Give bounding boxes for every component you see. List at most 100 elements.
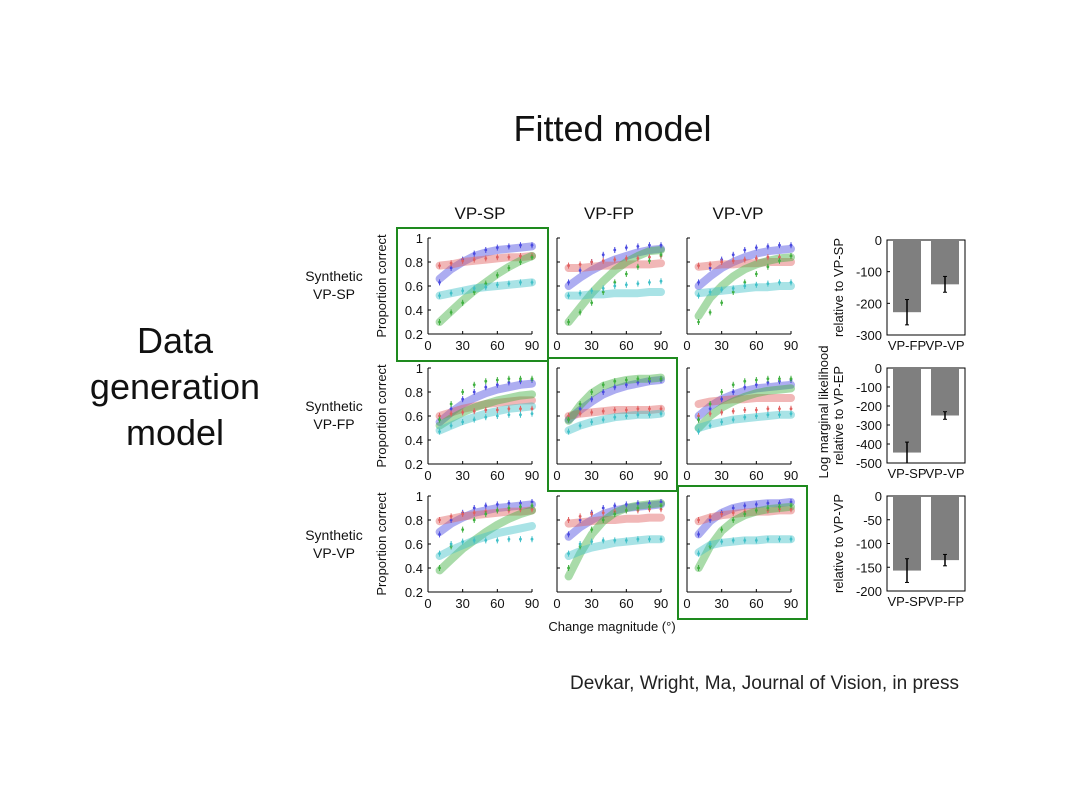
bar-chart-frame: [886, 239, 966, 336]
red-data-point: [438, 264, 441, 267]
x-tick-label: 90: [654, 468, 668, 483]
cyan-data-point: [484, 415, 488, 419]
blue-data-point: [708, 407, 712, 411]
blue-data-point: [754, 503, 758, 506]
bar-category-label: VP-FP: [926, 594, 964, 609]
x-tick-label: 30: [714, 596, 728, 611]
x-tick-label: 90: [784, 468, 798, 483]
green-data-point: [636, 265, 640, 269]
x-tick-label: 30: [455, 338, 469, 353]
log-likelihood-label: Log marginal likelihood: [816, 346, 831, 479]
red-data-point: [659, 507, 663, 511]
row-label-1-line-1: Synthetic: [305, 268, 363, 284]
cyan-data-point: [461, 289, 465, 293]
blue-data-point: [613, 385, 617, 389]
cyan-data-point: [507, 413, 511, 417]
blue-data-point: [743, 385, 747, 389]
cyan-data-point: [601, 287, 605, 290]
red-data-point: [743, 408, 747, 412]
green-data-point: [590, 390, 594, 394]
red-data-point: [743, 258, 747, 261]
x-tick-label: 0: [424, 468, 431, 483]
cyan-data-point: [601, 418, 605, 421]
bar-y-tick-label: -50: [863, 513, 882, 528]
red-data-point: [578, 515, 582, 518]
green-data-point: [743, 281, 747, 284]
cyan-data-point: [624, 414, 628, 418]
green-data-point: [461, 528, 465, 531]
y-tick-label: 1: [416, 231, 423, 246]
x-tick-label: 60: [749, 596, 763, 611]
green-data-point: [449, 311, 453, 314]
red-data-point: [484, 408, 488, 412]
y-tick-label: 0.8: [405, 513, 423, 528]
bar-chart-frame: [886, 367, 966, 464]
x-tick-label: 90: [654, 338, 668, 353]
blue-data-point: [484, 248, 488, 252]
cyan-data-point: [519, 413, 522, 417]
blue-data-point: [636, 381, 640, 384]
cyan-data-point: [624, 539, 628, 542]
green-data-point: [601, 518, 605, 522]
cyan-data-point: [590, 289, 594, 293]
y-tick-label: 0.8: [405, 385, 423, 400]
blue-fit-band: [435, 379, 536, 426]
bar-chart-1: 0 -100 -200 -300 relative to VP-SP VP-FP VP-VP: [831, 233, 966, 353]
cyan-data-point: [708, 542, 712, 546]
x-tick-label: 60: [490, 596, 504, 611]
y-tick-label: 1: [416, 489, 423, 504]
blue-data-point: [778, 501, 781, 505]
cyan-data-point: [731, 539, 735, 542]
cyan-data-point: [530, 281, 534, 284]
red-data-point: [720, 411, 724, 414]
blue-data-point: [648, 501, 651, 505]
cyan-data-point: [484, 539, 488, 542]
cyan-data-point: [659, 537, 663, 541]
x-tick-label: 30: [584, 596, 598, 611]
x-tick-label: 60: [749, 338, 763, 353]
green-data-point: [472, 518, 476, 522]
bar-y-tick-label: -100: [856, 380, 882, 395]
red-data-point: [601, 511, 605, 515]
green-data-point: [484, 379, 488, 383]
blue-data-point: [708, 518, 712, 522]
green-data-point: [743, 379, 747, 383]
bar-category-label: VP-SP: [887, 594, 926, 609]
blue-data-point: [697, 281, 700, 284]
red-data-point: [519, 407, 522, 411]
cyan-data-point: [495, 414, 499, 418]
cyan-data-point: [507, 282, 511, 285]
green-data-point: [789, 254, 793, 258]
red-data-point: [708, 263, 712, 266]
green-data-point: [519, 377, 522, 381]
green-data-point: [789, 504, 793, 507]
blue-data-point: [449, 407, 453, 411]
green-data-point: [472, 383, 476, 387]
green-data-point: [484, 512, 488, 516]
red-data-point: [567, 518, 570, 522]
green-data-point: [778, 377, 781, 381]
cyan-data-point: [495, 539, 499, 542]
column-header-vp-vp: VP-VP: [712, 204, 763, 223]
red-data-point: [648, 255, 651, 259]
red-fit-band: [564, 259, 665, 272]
red-data-point: [461, 259, 465, 263]
cyan-data-point: [519, 537, 522, 541]
cyan-data-point: [743, 539, 747, 542]
x-tick-label: 60: [619, 468, 633, 483]
bar-category-label: VP-VP: [925, 338, 964, 353]
x-tick-label: 30: [584, 468, 598, 483]
green-data-point: [601, 290, 605, 294]
x-tick-label: 90: [525, 596, 539, 611]
cyan-data-point: [530, 537, 534, 541]
bar-y-tick-label: -200: [856, 399, 882, 414]
cyan-data-point: [567, 294, 570, 297]
blue-data-point: [731, 253, 735, 257]
y-tick-label: 0.2: [405, 457, 423, 472]
green-data-point: [624, 509, 628, 512]
green-data-point: [708, 402, 712, 406]
cyan-data-point: [472, 539, 476, 542]
blue-data-point: [659, 500, 663, 504]
red-data-point: [778, 255, 781, 259]
bar-vp-vp: [931, 368, 959, 416]
